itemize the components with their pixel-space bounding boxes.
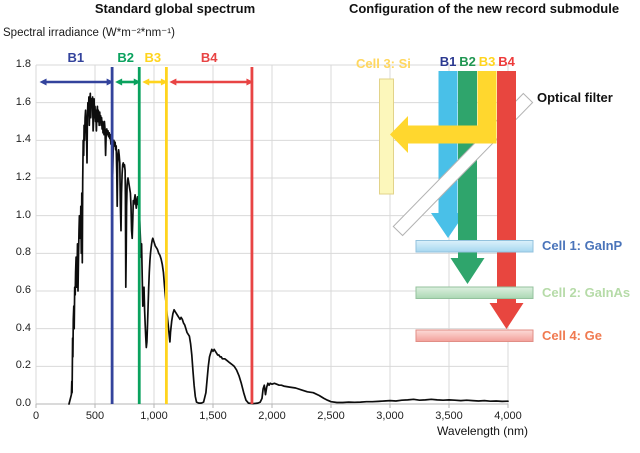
diagram-beam-label-b1: B1: [439, 54, 457, 69]
x-tick-label: 500: [85, 410, 105, 422]
y-tick-label: 0.0: [15, 397, 31, 409]
y-tick-label: 0.4: [15, 321, 31, 334]
cell4-ge-bar: [415, 329, 534, 342]
y-axis-unit-label: Spectral irradiance (W*m⁻²*nm⁻¹): [3, 27, 175, 39]
x-tick-label: 3,500: [435, 410, 463, 422]
beam-b3-reflected-arrow: [390, 71, 497, 153]
cell3-si-label: Cell 3: Si: [356, 56, 411, 71]
cell4-ge-label: Cell 4: Ge: [542, 328, 602, 343]
optical-filter-label: Optical filter: [537, 90, 613, 105]
cell1-gainp-label: Cell 1: GaInP: [542, 238, 623, 253]
y-tick-label: 1.6: [15, 95, 31, 108]
cell2-gainas-label: Cell 2: GaInAs: [542, 285, 631, 300]
x-tick-label: 1,000: [140, 410, 168, 422]
y-tick-label: 0.8: [15, 246, 31, 259]
right-diagram-title: Configuration of the new record submodul…: [348, 1, 620, 16]
left-chart-title: Standard global spectrum: [94, 1, 256, 16]
diagram-beam-label-b3: B3: [478, 54, 496, 69]
submodule-diagram: [379, 71, 534, 342]
x-tick-label: 1,500: [199, 410, 227, 422]
band-markers: [39, 67, 254, 404]
cell2-gainas-bar: [415, 286, 534, 299]
diagram-beam-label-b2: B2: [459, 54, 476, 69]
x-tick-label: 2,500: [317, 410, 345, 422]
y-tick-label: 1.2: [15, 171, 31, 183]
y-tick-label: 0.6: [15, 284, 31, 296]
y-tick-label: 0.2: [15, 359, 31, 372]
y-tick-label: 1.4: [15, 133, 31, 146]
x-tick-label: 4,000: [494, 410, 522, 422]
beam-b4-arrow: [489, 71, 524, 329]
spectrum-curve: [68, 92, 509, 405]
chart-band-label-b2: B2: [117, 50, 134, 65]
cell1-gainp-bar: [415, 240, 534, 253]
chart-band-label-b1: B1: [67, 50, 85, 65]
diagram-beam-label-b4: B4: [498, 54, 515, 69]
beam-b2-arrow: [450, 71, 485, 284]
cell3-si-bar: [379, 78, 394, 195]
y-tick-label: 1.0: [15, 208, 31, 221]
x-tick-label: 2,000: [258, 410, 286, 422]
chart-gridlines: [35, 64, 509, 408]
x-tick-label: 3,000: [376, 410, 404, 422]
chart-band-label-b4: B4: [200, 50, 218, 65]
x-axis-label: Wavelength (nm): [437, 424, 528, 438]
y-tick-label: 1.8: [15, 58, 31, 70]
chart-band-label-b3: B3: [144, 50, 162, 65]
x-tick-label: 0: [32, 410, 40, 422]
